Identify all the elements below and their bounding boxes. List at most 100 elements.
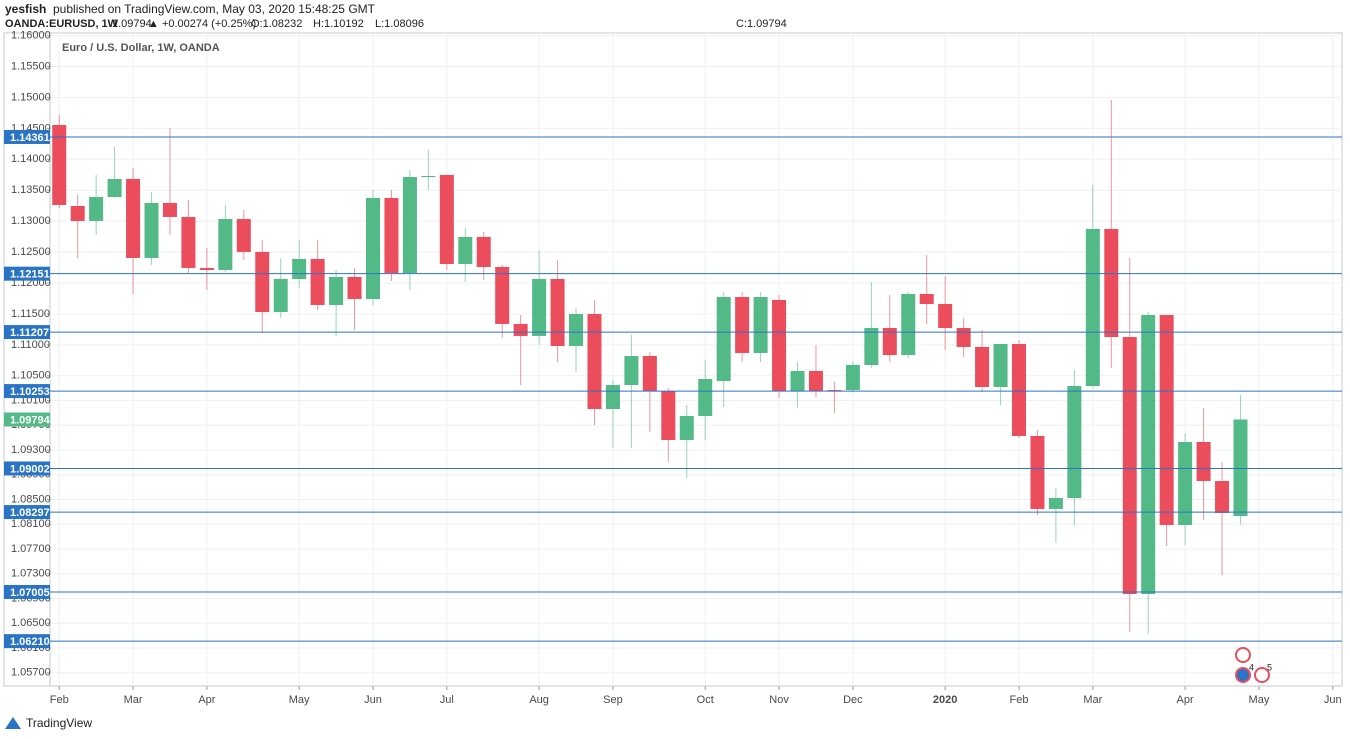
candle-body xyxy=(1030,435,1045,509)
candle-body xyxy=(532,278,547,336)
candle-body xyxy=(402,176,417,273)
candle-body xyxy=(624,356,639,386)
candle-body xyxy=(1048,498,1063,509)
event-icons: 4 5 xyxy=(1235,647,1272,683)
y-tick-label: 1.15500 xyxy=(11,60,51,72)
ohlc-low: L:1.08096 xyxy=(375,18,424,30)
level-label: 1.10253 xyxy=(10,386,50,398)
candle-body xyxy=(1215,481,1230,513)
candle-body xyxy=(993,344,1008,387)
candle-body xyxy=(679,416,694,441)
symbol-line: OANDA:EURUSD, 1W 1.09794 ▲ +0.00274 (+0.… xyxy=(5,18,787,30)
x-tick-label: Feb xyxy=(1010,694,1029,706)
candle-body xyxy=(1178,441,1193,525)
candle-body xyxy=(808,370,823,392)
x-tick-label: Apr xyxy=(1177,694,1194,706)
x-tick-label: Apr xyxy=(198,694,215,706)
x-tick-label: Feb xyxy=(50,694,69,706)
x-tick-label: Jun xyxy=(364,694,382,706)
level-label: 1.06210 xyxy=(10,636,50,648)
level-label-box xyxy=(4,325,50,340)
y-tick-label: 1.15000 xyxy=(11,91,51,103)
event-icon xyxy=(1254,667,1270,683)
candle-body xyxy=(126,178,141,258)
candle-body xyxy=(52,124,67,205)
candle-body xyxy=(550,278,565,346)
x-tick-label: Sep xyxy=(603,694,623,706)
level-label: 1.12151 xyxy=(10,269,50,281)
candle-body xyxy=(698,379,713,417)
candle-body xyxy=(1233,419,1248,517)
candle-body xyxy=(845,364,860,391)
level-label: 1.14361 xyxy=(10,132,50,144)
frame xyxy=(3,32,1343,687)
candle-body xyxy=(218,218,233,270)
ohlc-open: O:1.08232 xyxy=(251,18,302,30)
logo-icon xyxy=(5,717,21,729)
y-tick-label: 1.16000 xyxy=(11,30,51,42)
x-tick-label: Oct xyxy=(697,694,714,706)
candle-body xyxy=(1104,228,1119,338)
y-tick-label: 1.11500 xyxy=(11,308,50,320)
level-label-box xyxy=(4,634,50,649)
candle-body xyxy=(439,174,454,264)
level-label-box xyxy=(4,584,50,599)
y-tick-label: 1.07700 xyxy=(11,543,51,555)
level-label-box xyxy=(4,266,50,281)
candle-body xyxy=(107,178,122,197)
candle-body xyxy=(1159,314,1174,525)
candle-body xyxy=(310,258,325,305)
x-tick-label: Aug xyxy=(529,694,549,706)
y-tick-label: 1.05700 xyxy=(11,667,51,679)
candle-body xyxy=(1012,344,1026,436)
event-count: 4 xyxy=(1249,662,1254,672)
y-tick-label: 1.07300 xyxy=(11,568,51,580)
last-price-label: 1.09794 xyxy=(10,414,51,426)
candle-body xyxy=(384,197,399,273)
x-tick-label: Jul xyxy=(440,694,454,706)
candle-body xyxy=(366,197,380,299)
symbol: OANDA:EURUSD, 1W xyxy=(5,18,119,30)
x-tick-label: May xyxy=(1249,694,1270,706)
candle-body xyxy=(1067,386,1082,499)
last-price-box xyxy=(4,412,50,427)
candle-body xyxy=(495,266,510,324)
candle-body xyxy=(790,370,805,392)
footer: TradingView xyxy=(26,716,92,730)
y-tick-label: 1.12500 xyxy=(11,246,51,258)
ohlc-close: C:1.09794 xyxy=(736,18,787,30)
candle-body xyxy=(661,391,676,441)
level-label: 1.08297 xyxy=(10,507,50,519)
y-tick-label: 1.13500 xyxy=(11,184,51,196)
y-tick-label: 1.13000 xyxy=(11,215,51,227)
candle-body xyxy=(827,390,842,392)
y-tick-label: 1.06500 xyxy=(11,617,51,629)
candle-body xyxy=(236,218,251,252)
y-tick-label: 1.08100 xyxy=(11,518,51,530)
level-label: 1.07005 xyxy=(10,587,50,599)
candle-body xyxy=(1122,337,1137,595)
x-tick-label: May xyxy=(289,694,310,706)
candle-body xyxy=(292,258,307,279)
chart-title: Euro / U.S. Dollar, 1W, OANDA xyxy=(62,42,220,54)
event-icon xyxy=(1235,647,1251,663)
level-label-box xyxy=(4,505,50,520)
candle-body xyxy=(329,276,344,305)
candle-body xyxy=(716,296,731,381)
level-label-box xyxy=(4,384,50,399)
candle-body xyxy=(569,314,584,346)
candle-body xyxy=(273,278,288,312)
candle-body xyxy=(956,327,971,347)
x-tick-label: 2020 xyxy=(933,694,957,706)
candle-body xyxy=(864,327,879,365)
footer-logo: TradingView xyxy=(5,716,92,730)
candle-body xyxy=(975,346,990,387)
candle-body xyxy=(181,216,196,268)
y-tick-label: 1.08500 xyxy=(11,493,51,505)
candle-body xyxy=(199,267,214,270)
candle-body xyxy=(1141,314,1156,595)
x-tick-label: Mar xyxy=(1083,694,1102,706)
event-icon xyxy=(1235,667,1251,683)
y-tick-label: 1.10500 xyxy=(11,370,51,382)
level-label-box xyxy=(4,129,50,144)
